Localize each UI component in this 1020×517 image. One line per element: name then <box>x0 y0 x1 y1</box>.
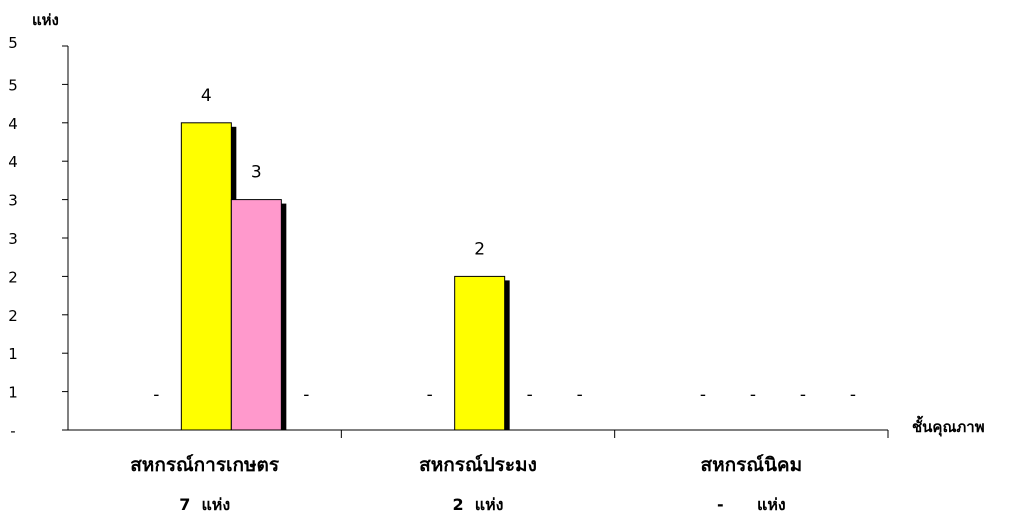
zero-value-label: - <box>303 385 309 405</box>
category-label: สหกรณ์ประมง <box>419 454 537 476</box>
y-axis-unit-label: แห่ง <box>32 11 59 29</box>
category-count-label: - แห่ง <box>717 495 786 514</box>
bar <box>454 275 506 431</box>
y-tick-label: 1 <box>8 345 18 363</box>
category-count-label: 2 แห่ง <box>453 495 504 514</box>
zero-value-label: - <box>527 385 533 405</box>
zero-value-label: - <box>800 385 806 405</box>
bar-value-label: 3 <box>251 163 262 183</box>
zero-value-label: - <box>427 385 433 405</box>
y-tick-label: 4 <box>8 115 18 133</box>
x-axis-unit-label: ชั้นคุณภาพ <box>912 415 985 437</box>
y-tick-label: 2 <box>8 307 18 325</box>
y-tick-label: 1 <box>8 384 18 402</box>
zero-value-label: - <box>700 385 706 405</box>
y-tick-label: 2 <box>8 268 18 286</box>
y-tick-label: 3 <box>8 230 18 248</box>
bar-value-label: 4 <box>201 86 212 106</box>
zero-value-label: - <box>577 385 583 405</box>
zero-value-label: - <box>850 385 856 405</box>
y-tick-label: 4 <box>8 153 18 171</box>
category-count-label: 7 แห่ง <box>179 495 230 514</box>
y-tick-label: 5 <box>8 76 18 94</box>
y-tick-label: 5 <box>8 34 18 52</box>
bar <box>230 199 282 431</box>
category-label: สหกรณ์การเกษตร <box>130 454 280 476</box>
zero-value-label: - <box>153 385 159 405</box>
category-label: สหกรณ์นิคม <box>700 454 802 476</box>
zero-value-label: - <box>750 385 756 405</box>
y-tick-label: - <box>10 422 15 440</box>
y-tick-label: 3 <box>8 192 18 210</box>
bar <box>180 122 232 431</box>
bar-value-label: 2 <box>474 239 485 259</box>
